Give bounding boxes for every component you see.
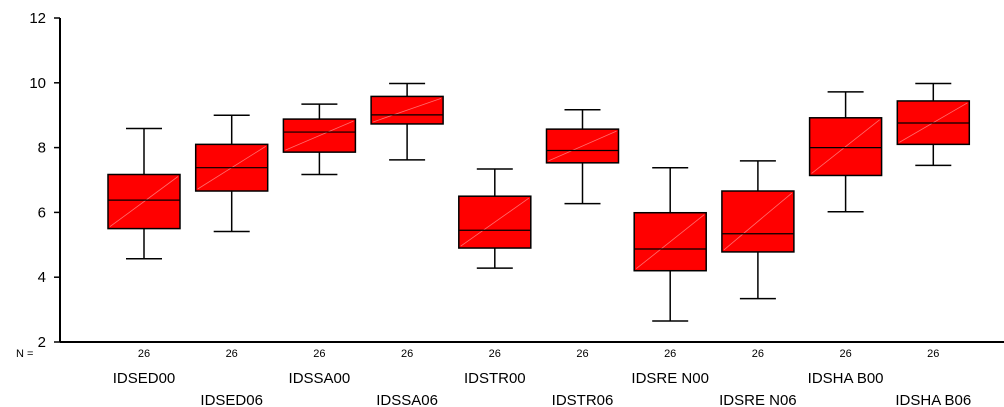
- box-sheen: [109, 176, 179, 227]
- n-count-label: 26: [489, 348, 501, 360]
- category-label: IDSHA B00: [808, 370, 884, 387]
- y-tick-label: 2: [38, 334, 46, 351]
- category-label: IDSTR06: [552, 392, 614, 407]
- box-sheen: [372, 98, 442, 123]
- y-tick-label: 8: [38, 140, 46, 157]
- category-label: IDSED00: [113, 370, 176, 387]
- n-count-label: 26: [226, 348, 238, 360]
- box-sheen: [548, 130, 617, 162]
- y-tick-label: 10: [29, 75, 46, 92]
- y-tick-label: 4: [38, 269, 46, 286]
- category-label: IDSSA06: [376, 392, 438, 407]
- n-count-label: 26: [664, 348, 676, 360]
- y-tick-label: 12: [29, 10, 46, 27]
- axes: 2 4 6 8 10 12: [29, 10, 1004, 351]
- category-label: IDSTR00: [464, 370, 526, 387]
- category-label: IDSSA00: [289, 370, 351, 387]
- category-label: IDSED06: [200, 392, 263, 407]
- category-label: IDSRE N06: [719, 392, 797, 407]
- n-count-label: 26: [313, 348, 325, 360]
- n-count-label: 26: [138, 348, 150, 360]
- box-sheen: [723, 192, 793, 251]
- n-count-label: 26: [401, 348, 413, 360]
- y-tick-label: 6: [38, 204, 46, 221]
- box-sheen: [635, 214, 705, 270]
- n-count-label: 26: [927, 348, 939, 360]
- category-label: IDSRE N00: [631, 370, 709, 387]
- n-count-label: 26: [839, 348, 851, 360]
- labels: N = 26 IDSED00 26 IDSED06 26 IDSSA00 26 IDSSA06 2…: [16, 348, 971, 407]
- category-label: IDSHA B06: [895, 392, 971, 407]
- n-count-label: 26: [752, 348, 764, 360]
- n-count-label: 26: [576, 348, 588, 360]
- box-sheen: [285, 120, 354, 151]
- boxes: [107, 82, 971, 322]
- n-prefix-label: N =: [16, 348, 33, 360]
- box-sheen: [811, 119, 880, 174]
- box-sheen: [460, 197, 530, 247]
